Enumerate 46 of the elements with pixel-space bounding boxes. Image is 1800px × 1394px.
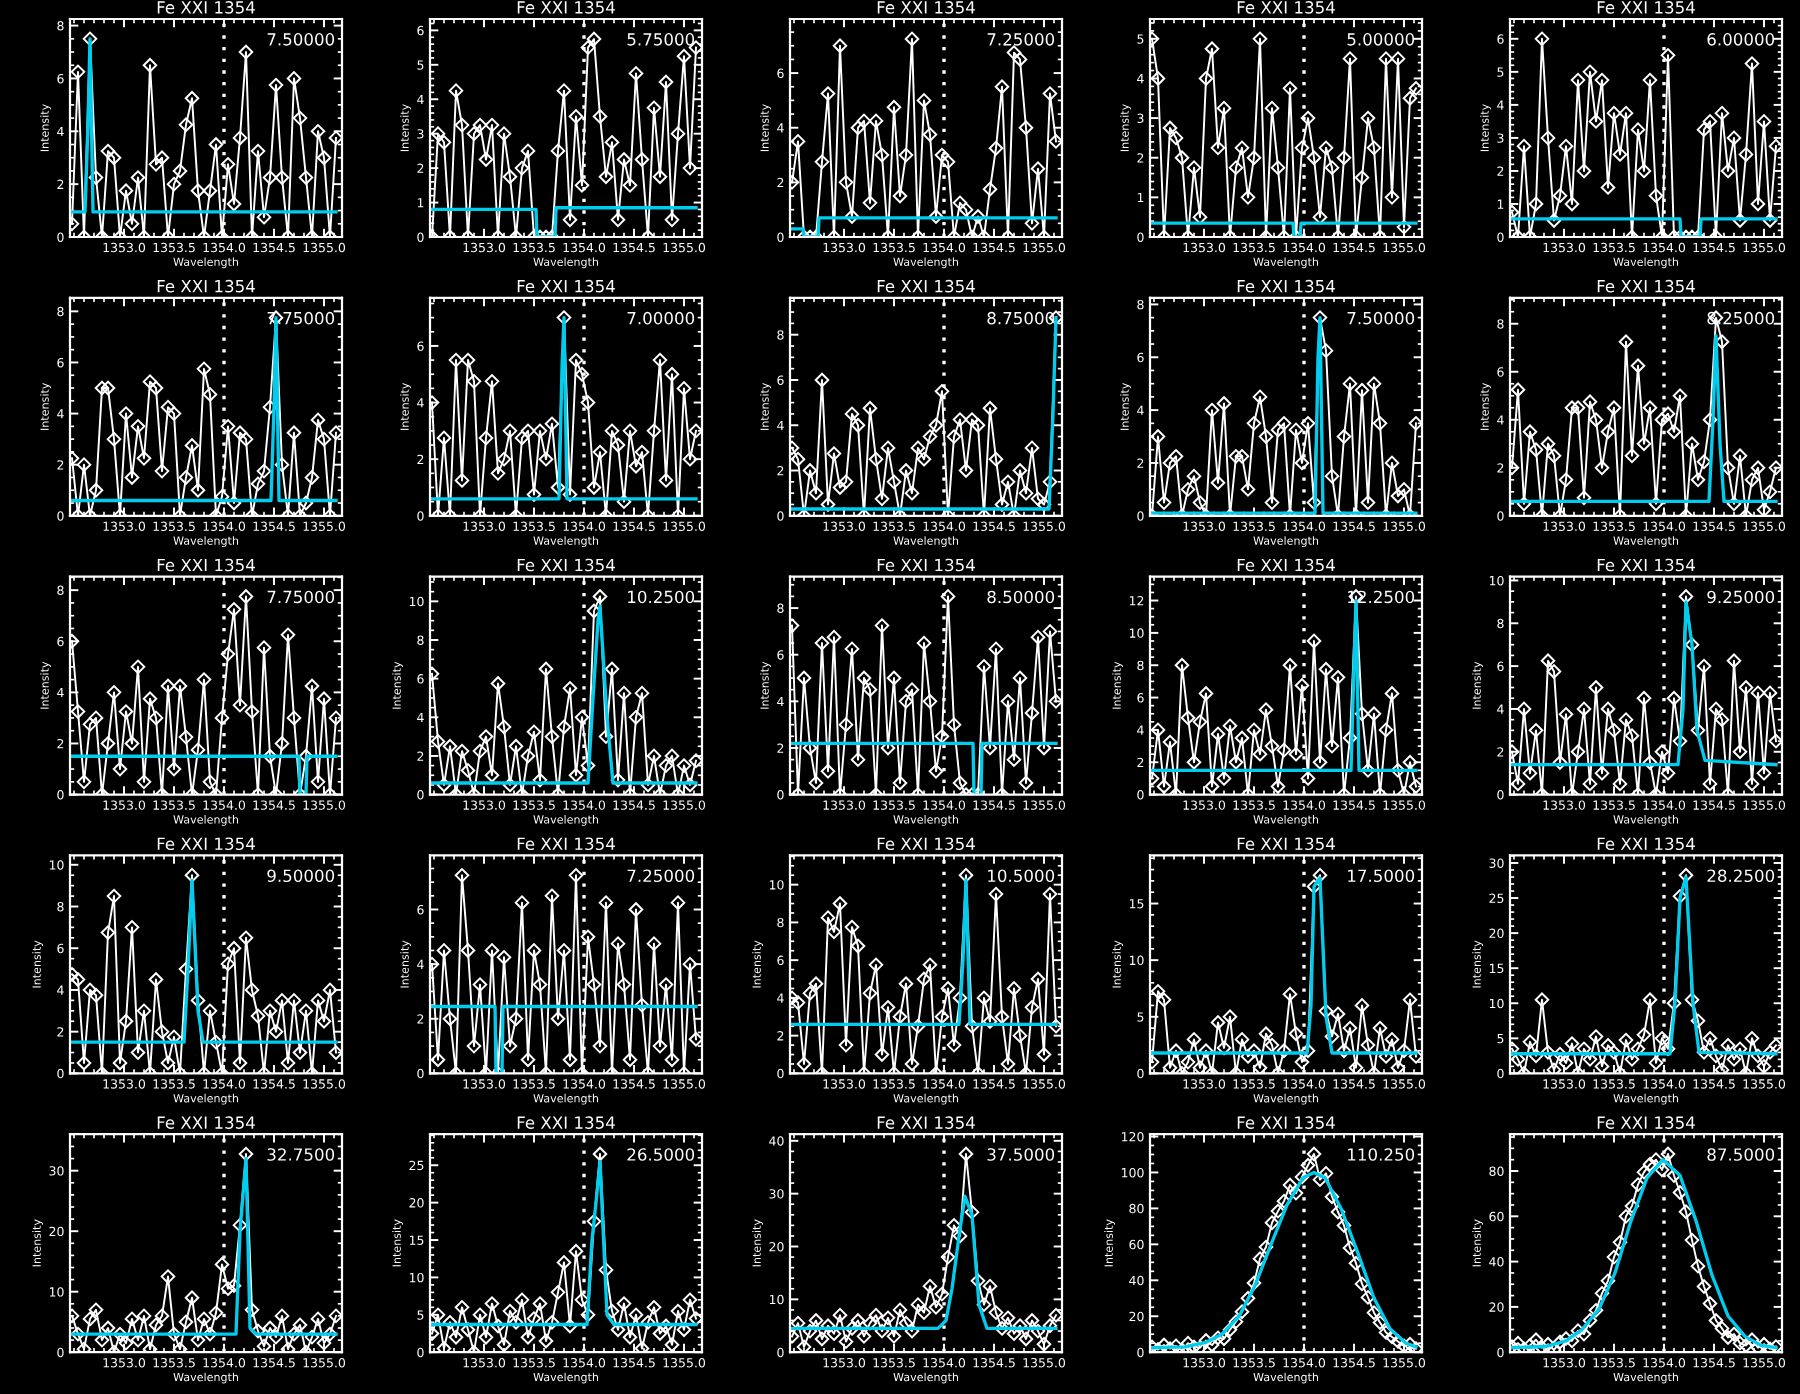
chart-title: Fe XXI 1354 bbox=[157, 837, 255, 851]
chart-title: Fe XXI 1354 bbox=[877, 279, 975, 293]
chart-title: Fe XXI 1354 bbox=[517, 837, 615, 851]
annotation: 87.5000 bbox=[1707, 1148, 1775, 1161]
annotation: 26.5000 bbox=[627, 1148, 695, 1161]
annotation: 28.2500 bbox=[1707, 869, 1775, 883]
chart-title: Fe XXI 1354 bbox=[1237, 279, 1335, 293]
annotation: 5.75000 bbox=[627, 33, 695, 46]
chart-title: Fe XXI 1354 bbox=[1597, 279, 1695, 293]
annotation: 17.5000 bbox=[1348, 869, 1415, 883]
annotation: 10.2500 bbox=[628, 590, 695, 604]
chart-title: Fe XXI 1354 bbox=[1597, 1, 1695, 14]
annotation: 37.5000 bbox=[987, 1148, 1055, 1161]
chart-title: Fe XXI 1354 bbox=[517, 1, 615, 14]
chart-title: Fe XXI 1354 bbox=[517, 1116, 615, 1129]
annotation: 10.5000 bbox=[988, 869, 1055, 883]
chart-title: Fe XXI 1354 bbox=[1597, 1116, 1695, 1129]
annotation: 7.25000 bbox=[987, 33, 1055, 46]
annotation: 7.50000 bbox=[1347, 311, 1415, 325]
chart-title: Fe XXI 1354 bbox=[1237, 1116, 1335, 1129]
annotation: 32.7500 bbox=[267, 1148, 335, 1161]
chart-title: Fe XXI 1354 bbox=[157, 558, 255, 572]
chart-title: Fe XXI 1354 bbox=[877, 1, 975, 14]
chart-title: Fe XXI 1354 bbox=[517, 279, 615, 293]
chart-title: Fe XXI 1354 bbox=[157, 1116, 255, 1129]
annotation: 7.25000 bbox=[627, 869, 695, 883]
chart-title: Fe XXI 1354 bbox=[517, 558, 615, 572]
annotation: 110.250 bbox=[1348, 1148, 1415, 1161]
chart-title: Fe XXI 1354 bbox=[157, 279, 255, 293]
annotation: 6.00000 bbox=[1707, 33, 1775, 46]
annotation: 9.25000 bbox=[1707, 590, 1775, 604]
annotation: 5.00000 bbox=[1347, 33, 1415, 46]
annotation: 9.50000 bbox=[267, 869, 335, 883]
chart-title: Fe XXI 1354 bbox=[1237, 1, 1335, 14]
chart-title: Fe XXI 1354 bbox=[877, 1116, 975, 1129]
annotation: 7.50000 bbox=[267, 33, 335, 46]
annotation: 7.75000 bbox=[267, 590, 335, 604]
annotation: 8.50000 bbox=[987, 590, 1055, 604]
annotation: 7.00000 bbox=[627, 311, 695, 325]
chart-title: Fe XXI 1354 bbox=[1597, 558, 1695, 572]
chart-title: Fe XXI 1354 bbox=[1237, 558, 1335, 572]
chart-title: Fe XXI 1354 bbox=[1237, 837, 1335, 851]
chart-title: Fe XXI 1354 bbox=[877, 837, 975, 851]
chart-title: Fe XXI 1354 bbox=[157, 1, 255, 14]
chart-title: Fe XXI 1354 bbox=[877, 558, 975, 572]
chart-title: Fe XXI 1354 bbox=[1597, 837, 1695, 851]
